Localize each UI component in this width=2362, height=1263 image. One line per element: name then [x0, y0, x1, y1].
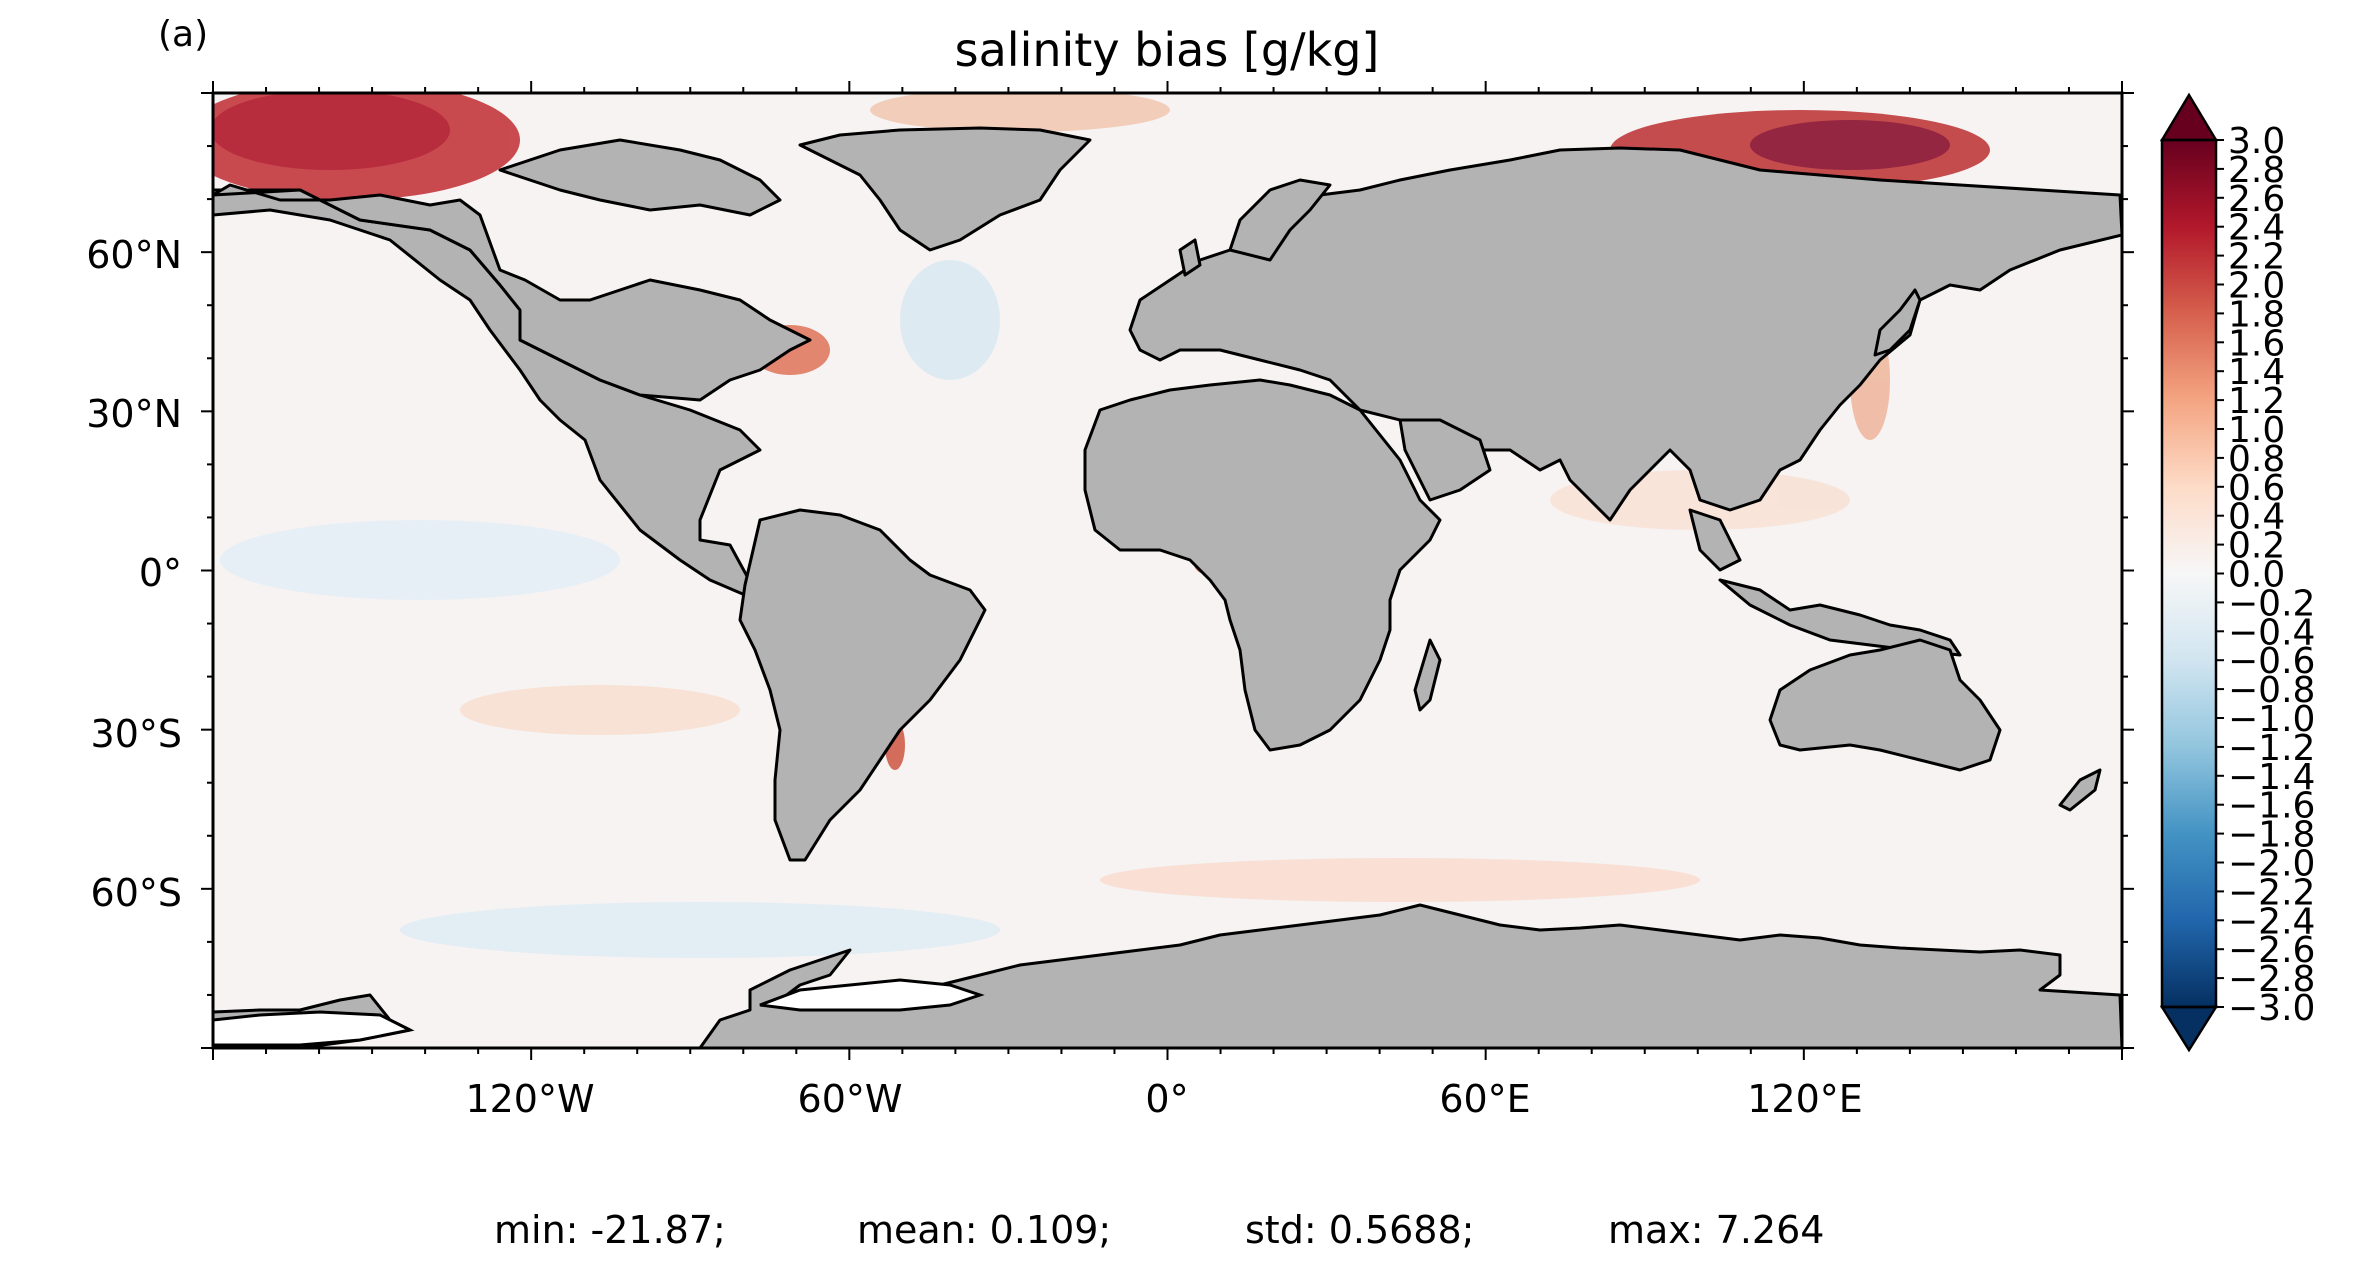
colorbar-tick-label: −0.8 — [2228, 670, 2315, 711]
lat-label-60s: 60°S — [91, 871, 182, 915]
lon-label-120w: 120°W — [465, 1077, 594, 1121]
colorbar-tick-label: 0.0 — [2228, 555, 2285, 596]
north-america-north — [213, 183, 812, 402]
lat-label-0: 0° — [139, 551, 182, 595]
lon-label-60e: 60°E — [1439, 1077, 1530, 1121]
sea-ice-ross — [213, 1010, 415, 1047]
colorbar-tick-label: −2.4 — [2228, 901, 2315, 942]
panel-label: (a) — [158, 14, 208, 55]
lat-label-30n: 30°N — [86, 392, 182, 436]
colorbar-tick-label: 0.6 — [2228, 468, 2285, 509]
colorbar-tick-label: −1.4 — [2228, 757, 2315, 798]
colorbar-tick-label: 2.6 — [2228, 179, 2285, 220]
lat-label-60n: 60°N — [86, 233, 182, 277]
stat-std: std: 0.5688; — [1245, 1208, 1475, 1252]
colorbar-tick-label: 0.4 — [2228, 497, 2285, 538]
colorbar-tick-label: −2.8 — [2228, 959, 2315, 1000]
colorbar-tick-label: −1.6 — [2228, 786, 2315, 827]
africa — [1083, 378, 1442, 752]
colorbar-tick-label: −2.0 — [2228, 844, 2315, 885]
uk — [1178, 238, 1202, 277]
map-title: salinity bias [g/kg] — [955, 23, 1380, 77]
sea-ice-weddell — [759, 978, 985, 1012]
colorbar-tick-label: 2.8 — [2228, 150, 2285, 191]
axis-ticks — [201, 81, 2134, 1060]
colorbar-tick-label: 0.8 — [2228, 439, 2285, 480]
colorbar-tick-label: 1.4 — [2228, 352, 2285, 393]
south-america — [738, 508, 987, 862]
colorbar-tick-label: 1.0 — [2228, 410, 2285, 451]
arabia — [1398, 418, 1492, 502]
colorbar-tick-label: 0.2 — [2228, 526, 2285, 567]
colorbar: 3.02.82.62.42.22.01.81.61.41.21.00.80.60… — [2159, 92, 2315, 1053]
lon-label-60w: 60°W — [798, 1077, 903, 1121]
scandinavia — [1228, 178, 1332, 262]
new-zealand — [2058, 768, 2102, 812]
statistics-line: min: -21.87; mean: 0.109; std: 0.5688; m… — [0, 1208, 1958, 1252]
lat-label-30s: 30°S — [91, 712, 182, 756]
landmass — [213, 126, 2122, 1048]
longitude-labels: 120°W 60°W 0° 60°E 120°E — [465, 1077, 1862, 1121]
colorbar-tick-label: 2.4 — [2228, 208, 2285, 249]
colorbar-tick-label: −0.4 — [2228, 612, 2315, 653]
colorbar-tick-label: −1.2 — [2228, 728, 2315, 769]
colorbar-tick-label: 1.2 — [2228, 381, 2285, 422]
lon-label-120e: 120°E — [1747, 1077, 1863, 1121]
colorbar-tick-label: −0.6 — [2228, 641, 2315, 682]
madagascar — [1413, 638, 1442, 712]
colorbar-tick-label: −1.8 — [2228, 815, 2315, 856]
colorbar-tick-label: −1.0 — [2228, 699, 2315, 740]
colorbar-tick-label: −2.6 — [2228, 930, 2315, 971]
greenland — [798, 126, 1092, 252]
southeast-asia — [1688, 508, 1742, 572]
stat-mean: mean: 0.109; — [857, 1208, 1112, 1252]
lon-label-0: 0° — [1145, 1077, 1188, 1121]
stat-min: min: -21.87; — [494, 1208, 726, 1252]
colorbar-tick-label: 3.0 — [2228, 121, 2285, 162]
japan — [1873, 288, 1922, 357]
colorbar-gradient — [2162, 140, 2216, 1007]
stat-max: max: 7.264 — [1608, 1208, 1825, 1252]
colorbar-tick-label: −2.2 — [2228, 872, 2315, 913]
colorbar-tick-label: −0.2 — [2228, 583, 2315, 624]
colorbar-tick-label: 2.0 — [2228, 266, 2285, 307]
colorbar-extend-top — [2159, 92, 2219, 142]
indonesia — [1718, 578, 1962, 657]
latitude-labels: 60°N 30°N 0° 30°S 60°S — [86, 233, 182, 915]
colorbar-tick-label: 2.2 — [2228, 237, 2285, 278]
canadian-arctic — [498, 138, 782, 217]
colorbar-tick-label: −3.0 — [2228, 988, 2315, 1029]
colorbar-extend-bottom — [2159, 1005, 2219, 1053]
colorbar-ticks: 3.02.82.62.42.22.01.81.61.41.21.00.80.60… — [2216, 121, 2315, 1029]
australia — [1768, 638, 2002, 772]
map-panel — [213, 93, 2122, 1048]
colorbar-tick-label: 1.8 — [2228, 294, 2285, 335]
colorbar-tick-label: 1.6 — [2228, 323, 2285, 364]
